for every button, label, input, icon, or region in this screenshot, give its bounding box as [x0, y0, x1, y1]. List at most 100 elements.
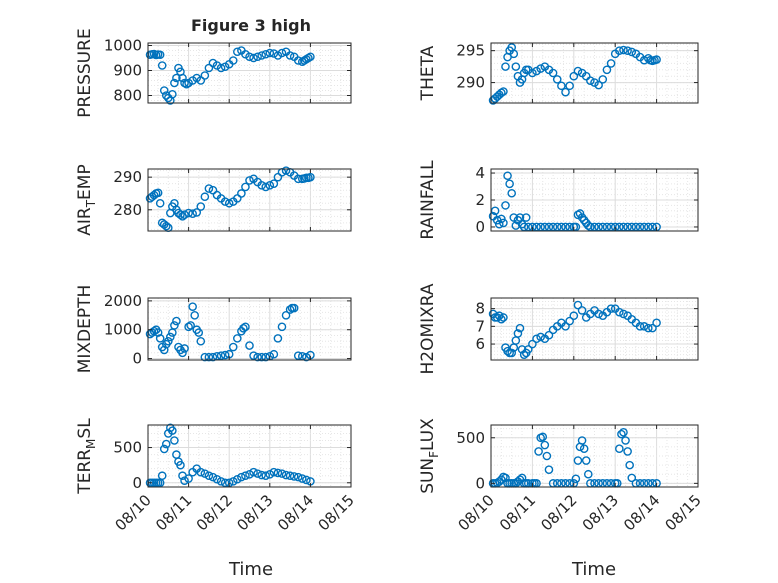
- y-axis-label: PRESSURE: [75, 28, 95, 117]
- data-point: [521, 213, 531, 222]
- data-point: [569, 71, 579, 81]
- axes-frame: [490, 424, 699, 488]
- data-point: [159, 86, 169, 95]
- data-point: [306, 172, 315, 182]
- data-point: [619, 309, 628, 319]
- data-point: [565, 81, 574, 91]
- x-tick-label: 08/14: [620, 491, 663, 534]
- y-tick-label: 6: [475, 335, 485, 353]
- x-tick-label: 08/10: [455, 491, 498, 534]
- data-point: [281, 470, 291, 480]
- x-tick-label: 08/14: [274, 491, 317, 534]
- axes-frame: [147, 42, 352, 104]
- data-point: [253, 52, 262, 62]
- data-point: [293, 472, 303, 482]
- y-tick-label: 295: [456, 42, 485, 60]
- data-point: [635, 322, 645, 331]
- axes-frame: [147, 168, 352, 232]
- data-point: [172, 73, 181, 83]
- data-point: [163, 336, 173, 346]
- y-axis-label-main: SUN: [418, 458, 438, 494]
- data-point: [257, 181, 266, 190]
- y-tick-label: 280: [113, 201, 142, 219]
- series-markers: [145, 302, 315, 362]
- series-markers: [488, 300, 661, 359]
- data-point: [190, 311, 199, 320]
- data-point: [249, 53, 258, 63]
- data-point: [497, 214, 506, 224]
- data-point: [293, 174, 303, 184]
- data-point: [542, 451, 552, 461]
- data-point: [166, 332, 175, 342]
- data-point: [619, 45, 628, 55]
- subplot-theta: 290 295 THETA: [418, 42, 699, 105]
- y-tick-label: 1000: [104, 37, 142, 55]
- data-point: [615, 46, 624, 55]
- data-point: [619, 427, 628, 437]
- data-point: [501, 473, 510, 483]
- data-point: [652, 318, 661, 328]
- data-point: [204, 184, 214, 193]
- x-tick-label: 08/11: [496, 491, 539, 534]
- data-point: [511, 62, 521, 71]
- data-point: [623, 46, 632, 55]
- data-point: [241, 322, 250, 332]
- data-point: [277, 322, 287, 332]
- data-point: [573, 456, 583, 465]
- data-point: [161, 221, 171, 231]
- data-point: [501, 201, 510, 210]
- data-point: [157, 471, 167, 481]
- data-point: [245, 176, 254, 185]
- data-point: [536, 64, 545, 73]
- data-point: [200, 192, 210, 202]
- data-point: [507, 348, 517, 358]
- data-point: [511, 221, 521, 230]
- data-point: [577, 306, 587, 315]
- data-point: [528, 339, 537, 349]
- data-point: [617, 429, 626, 439]
- data-point: [302, 475, 311, 485]
- data-point: [180, 344, 189, 353]
- y-tick-label: 0: [132, 474, 142, 492]
- data-point: [186, 321, 195, 330]
- data-point: [184, 208, 193, 218]
- data-point: [265, 48, 275, 58]
- data-point: [208, 352, 218, 362]
- data-point: [188, 209, 197, 219]
- data-point: [557, 81, 566, 91]
- data-point: [196, 467, 206, 477]
- data-point: [289, 472, 299, 481]
- data-point: [253, 469, 262, 478]
- series-markers: [145, 166, 315, 233]
- x-tick-label: 08/13: [579, 491, 622, 534]
- data-point: [293, 56, 303, 65]
- data-point: [494, 219, 504, 229]
- data-point: [503, 346, 512, 356]
- data-point: [257, 470, 266, 480]
- data-point: [281, 166, 291, 175]
- data-point: [536, 332, 545, 342]
- y-axis-label: RAINFALL: [418, 160, 438, 240]
- data-point: [200, 352, 210, 362]
- data-point: [204, 471, 214, 481]
- y-axis-label-subscript: F: [427, 451, 441, 458]
- data-point: [639, 55, 649, 65]
- data-point: [573, 66, 583, 76]
- x-tick-label: 08/13: [233, 491, 276, 534]
- x-axis-title-right: Time: [571, 559, 616, 580]
- axes-frame: [490, 42, 699, 104]
- data-point: [170, 436, 179, 445]
- y-tick-label: 4: [475, 164, 485, 182]
- data-point: [639, 322, 649, 331]
- y-axis-label: SUNFLUX: [418, 418, 441, 494]
- data-point: [220, 350, 230, 360]
- data-point: [153, 188, 163, 198]
- data-point: [269, 349, 279, 359]
- data-point: [621, 436, 630, 445]
- y-axis-label-subscript: M: [84, 439, 98, 449]
- data-point: [237, 472, 246, 482]
- data-point: [241, 182, 250, 192]
- data-point: [178, 73, 187, 83]
